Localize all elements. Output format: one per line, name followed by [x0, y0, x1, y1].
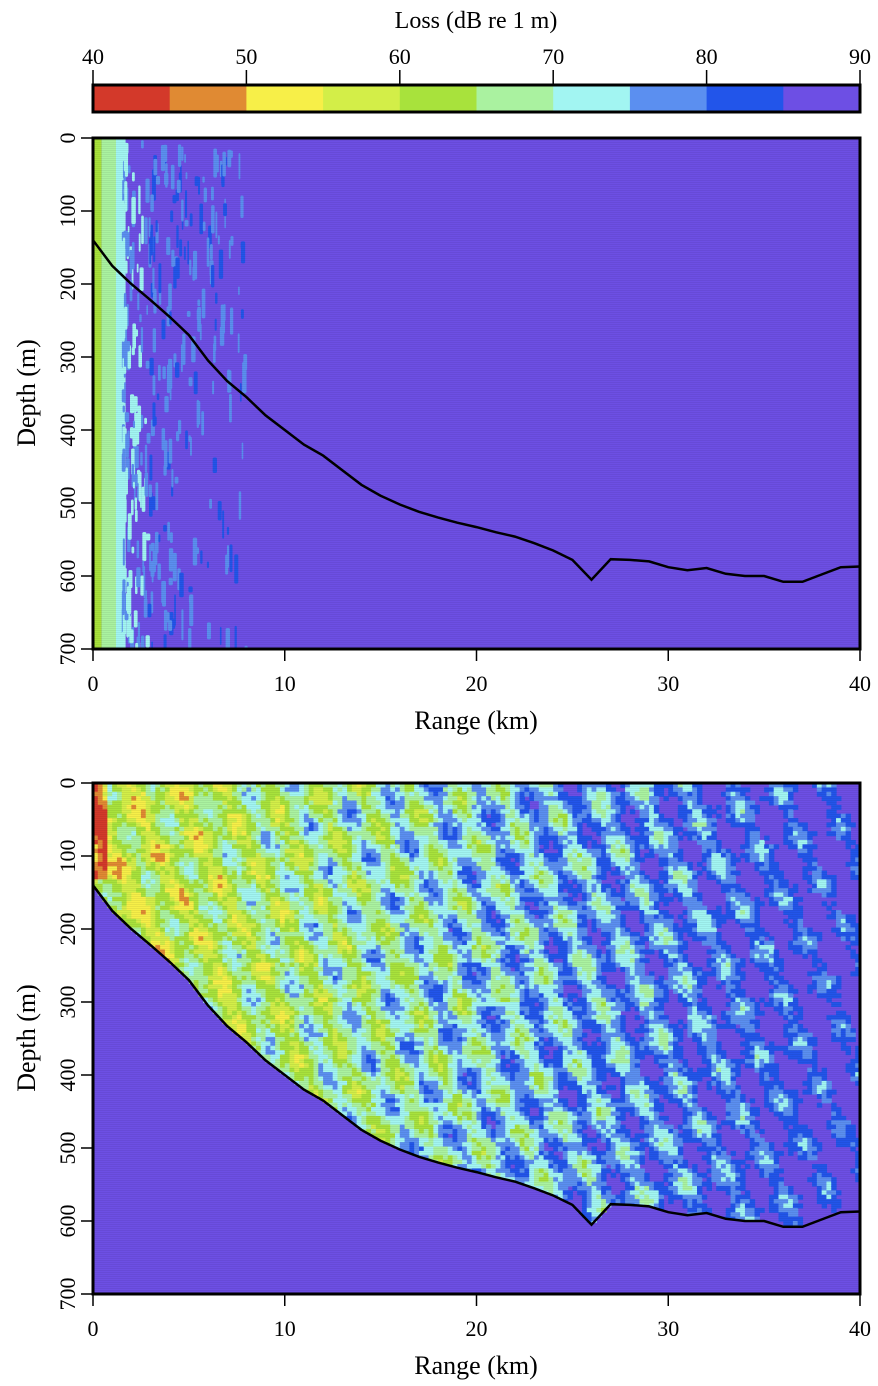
x-tick-label: 30: [657, 671, 679, 696]
colorbar-bin: [476, 85, 554, 112]
colorbar-tick-label: 70: [542, 44, 564, 69]
colorbar-tick-label: 50: [235, 44, 257, 69]
colorbar-bin: [706, 85, 784, 112]
top-x-axis: 0 10 20 30 40: [88, 649, 871, 696]
colorbar-bin: [246, 85, 324, 112]
y-tick-label: 600: [55, 560, 80, 593]
x-tick-label: 10: [274, 671, 296, 696]
colorbar-bin: [629, 85, 708, 112]
colorbar-bin: [399, 85, 477, 112]
y-tick-label: 0: [55, 133, 80, 144]
y-tick-label: 500: [55, 487, 80, 520]
top-x-label: Range (km): [414, 706, 537, 735]
colorbar-tick-label: 60: [389, 44, 411, 69]
colorbar-tick-label: 90: [849, 44, 871, 69]
top-bathymetry-line: [93, 239, 860, 584]
colorbar: Loss (dB re 1 m) 40 50 60 70 80 90: [82, 8, 871, 114]
x-tick-label: 0: [88, 671, 99, 696]
x-tick-label: 40: [849, 671, 871, 696]
colorbar-tick-label: 80: [696, 44, 718, 69]
top-y-label: Depth (m): [12, 339, 41, 447]
colorbar-bin: [169, 85, 247, 112]
top-y-axis: 0 100 200 300 400 500 600 700: [55, 133, 93, 666]
colorbar-bin: [323, 85, 401, 112]
x-tick-label: 20: [466, 671, 488, 696]
colorbar-bin: [553, 85, 631, 112]
colorbar-tick-label: 40: [82, 44, 104, 69]
loss-panel-top: 0 10 20 30 40 0 100 200 300 400 500 600 700 Range (…: [12, 133, 871, 736]
y-tick-label: 300: [55, 341, 80, 374]
y-tick-label: 200: [55, 268, 80, 301]
colorbar-bins: [93, 85, 861, 112]
y-tick-label: 400: [55, 414, 80, 447]
colorbar-frame: [91, 83, 862, 114]
y-tick-label: 100: [55, 195, 80, 228]
colorbar-ticks: 40 50 60 70 80 90: [82, 44, 871, 85]
colorbar-title: Loss (dB re 1 m): [395, 8, 558, 34]
y-tick-label: 700: [55, 633, 80, 666]
colorbar-bin: [93, 85, 171, 112]
colorbar-bin: [783, 85, 861, 112]
